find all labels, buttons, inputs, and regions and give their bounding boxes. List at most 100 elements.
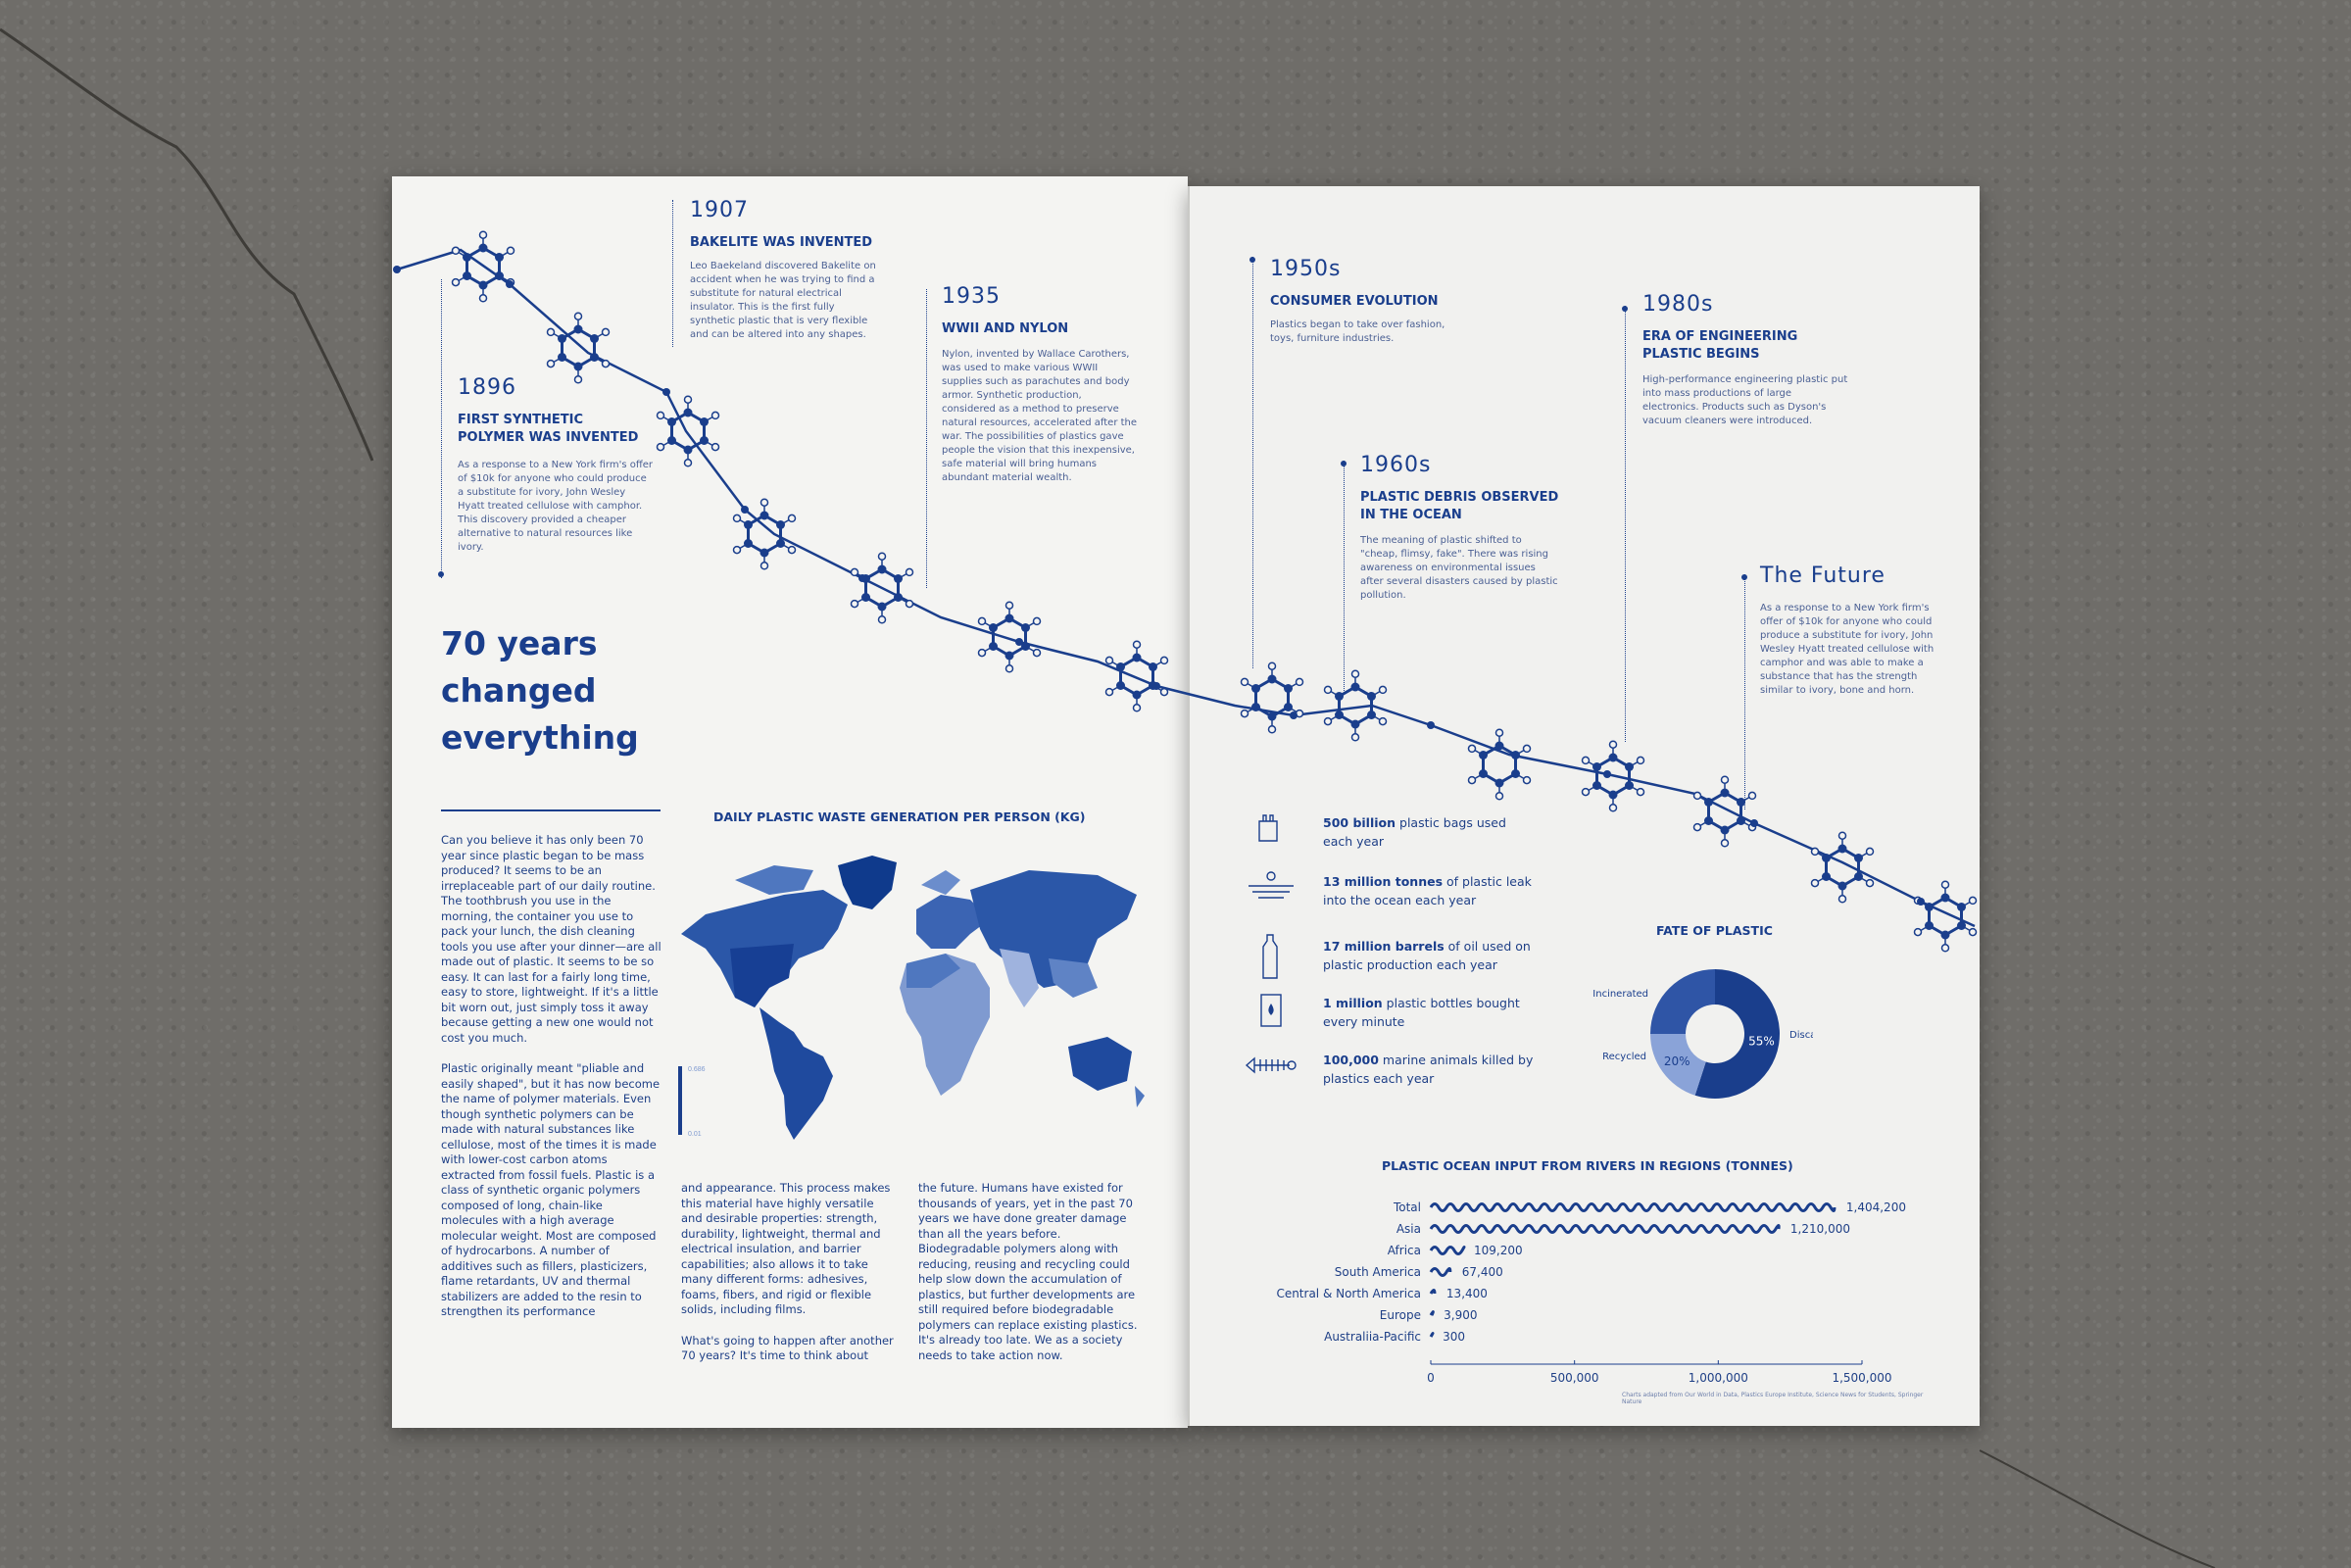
donut-slice <box>1650 1034 1706 1096</box>
poster-right-page <box>1188 186 1980 1426</box>
stat-item: 100,000 marine animals killed by plastic… <box>1245 1051 1558 1105</box>
fate-of-plastic-donut-chart: 55% 20% Discarded Incinerated Recycled <box>1592 969 1813 1099</box>
event-year: The Future <box>1760 564 1886 588</box>
timeline-line-1896 <box>441 279 442 578</box>
map-legend-min: 0.01 <box>688 1131 702 1138</box>
event-year: 1960s <box>1360 453 1432 477</box>
fish-skeleton-icon <box>1245 1056 1297 1074</box>
molecule-hydrogen <box>1267 662 1277 670</box>
molecule-ring <box>561 327 596 368</box>
map-title: DAILY PLASTIC WASTE GENERATION PER PERSO… <box>713 809 1086 824</box>
poster-left-page <box>392 176 1188 1428</box>
x-tick-label: 500,000 <box>1550 1371 1599 1385</box>
ocean-leak-icon <box>1249 871 1294 899</box>
map-legend-bar <box>678 1066 682 1135</box>
event-body: As a response to a New York firm's offer… <box>1760 603 1935 696</box>
wave-bar <box>1429 1267 1452 1277</box>
stat-text: plastic bottles bought every minute <box>1323 996 1520 1029</box>
molecule-ring <box>1119 656 1154 697</box>
molecule-hydrogen <box>506 246 515 256</box>
molecule-hydrogen <box>1378 716 1388 726</box>
chain-atom <box>393 266 401 273</box>
molecule-hydrogen <box>1913 927 1923 937</box>
chain-atom <box>1603 770 1611 778</box>
molecule-hydrogen <box>1968 927 1978 937</box>
molecule-hydrogen <box>1636 787 1645 797</box>
molecule-hydrogen <box>1032 648 1042 658</box>
molecule-hydrogen <box>546 327 556 337</box>
molecule-ring <box>1928 896 1963 937</box>
donut-category-label: Incinerated <box>1592 989 1648 1000</box>
stat-text: plastic bags used each year <box>1323 815 1506 849</box>
molecule-hydrogen <box>732 545 742 555</box>
timeline-event-1935: 1935 WWII AND NYLON Nylon, invented by W… <box>942 284 1138 485</box>
stat-text: of oil used on plastic production each y… <box>1323 939 1531 972</box>
timeline-dot-1896 <box>438 571 444 577</box>
donut-chart-title: FATE OF PLASTIC <box>1656 923 1773 938</box>
map-legend-max: 0.686 <box>688 1066 706 1073</box>
wave-bar <box>1429 1246 1466 1255</box>
molecule-hydrogen <box>478 230 488 239</box>
world-map <box>678 856 1145 1140</box>
donut-category-label: Discarded <box>1789 1030 1813 1041</box>
molecule-hydrogen <box>1467 744 1477 754</box>
bar-category-label: Australiia-Pacific <box>1324 1330 1421 1344</box>
stat-value: 100,000 <box>1323 1053 1379 1067</box>
donut-value-label: 20% <box>1664 1054 1690 1068</box>
event-body: As a response to a New York firm's offer… <box>458 460 654 553</box>
molecule-hydrogen <box>1968 896 1978 906</box>
timeline-dot-future <box>1741 574 1747 580</box>
molecule-hydrogen <box>877 615 887 624</box>
stat-text: of plastic leak into the ocean each year <box>1323 874 1532 907</box>
molecule-hydrogen <box>759 498 769 507</box>
bar-category-label: South America <box>1335 1265 1421 1279</box>
timeline-event-1907: 1907 BAKELITE WAS INVENTED Leo Baekeland… <box>690 198 886 342</box>
bar-value-label: 13,400 <box>1446 1287 1488 1300</box>
molecule-hydrogen <box>1004 601 1014 610</box>
event-year: 1935 <box>942 284 1001 309</box>
donut-value-label: 55% <box>1748 1035 1775 1049</box>
molecule-hydrogen <box>1608 804 1618 812</box>
molecule-hydrogen <box>905 599 914 609</box>
molecule-hydrogen <box>683 395 693 404</box>
molecule-hydrogen <box>1494 728 1504 737</box>
plastic-bag-icon <box>1258 814 1278 842</box>
event-year: 1950s <box>1270 257 1342 281</box>
molecule-hydrogen <box>1581 787 1591 797</box>
bar-category-label: Europe <box>1380 1308 1421 1322</box>
timeline-event-1896: 1896 FIRST SYNTHETIC POLYMER WAS INVENTE… <box>458 375 654 555</box>
molecule-hydrogen <box>573 312 583 320</box>
event-body: Plastics began to take over fashion, toy… <box>1270 319 1445 344</box>
event-year: 1907 <box>690 198 749 222</box>
molecule-hydrogen <box>451 246 461 256</box>
chain-atom <box>1917 898 1925 906</box>
footnote: Charts adapted from Our World in Data, P… <box>1622 1392 1924 1405</box>
article-column-2: and appearance. This process makes this … <box>681 1181 897 1380</box>
molecule-hydrogen <box>1159 687 1169 697</box>
article-paragraph: the future. Humans have existed for thou… <box>918 1181 1138 1362</box>
molecule-hydrogen <box>787 545 797 555</box>
molecule-hydrogen <box>1104 656 1114 665</box>
molecule-hydrogen <box>1692 791 1702 801</box>
molecule-hydrogen <box>787 514 797 523</box>
molecule-hydrogen <box>656 411 665 420</box>
molecule-hydrogen <box>1636 756 1645 765</box>
molecule-hydrogen <box>1240 677 1249 687</box>
wave-bar <box>1429 1224 1781 1234</box>
timeline-event-1950s: 1950s CONSUMER EVOLUTION Plastics began … <box>1270 257 1466 346</box>
molecule-hydrogen <box>1295 677 1304 687</box>
article-paragraph: Plastic originally meant "pliable and ea… <box>441 1061 661 1318</box>
molecule-hydrogen <box>1032 616 1042 626</box>
molecule-hydrogen <box>1837 831 1847 840</box>
timeline-dot-1960s <box>1341 461 1347 466</box>
bar-value-label: 109,200 <box>1474 1244 1523 1257</box>
chain-atom <box>1152 682 1160 690</box>
molecule-hydrogen <box>759 562 769 570</box>
wave-bar <box>1429 1202 1837 1212</box>
timeline-line-future <box>1744 574 1745 809</box>
bar-category-label: Total <box>1393 1200 1421 1214</box>
wave-bar <box>1429 1332 1435 1338</box>
molecule-hydrogen <box>1810 847 1820 857</box>
